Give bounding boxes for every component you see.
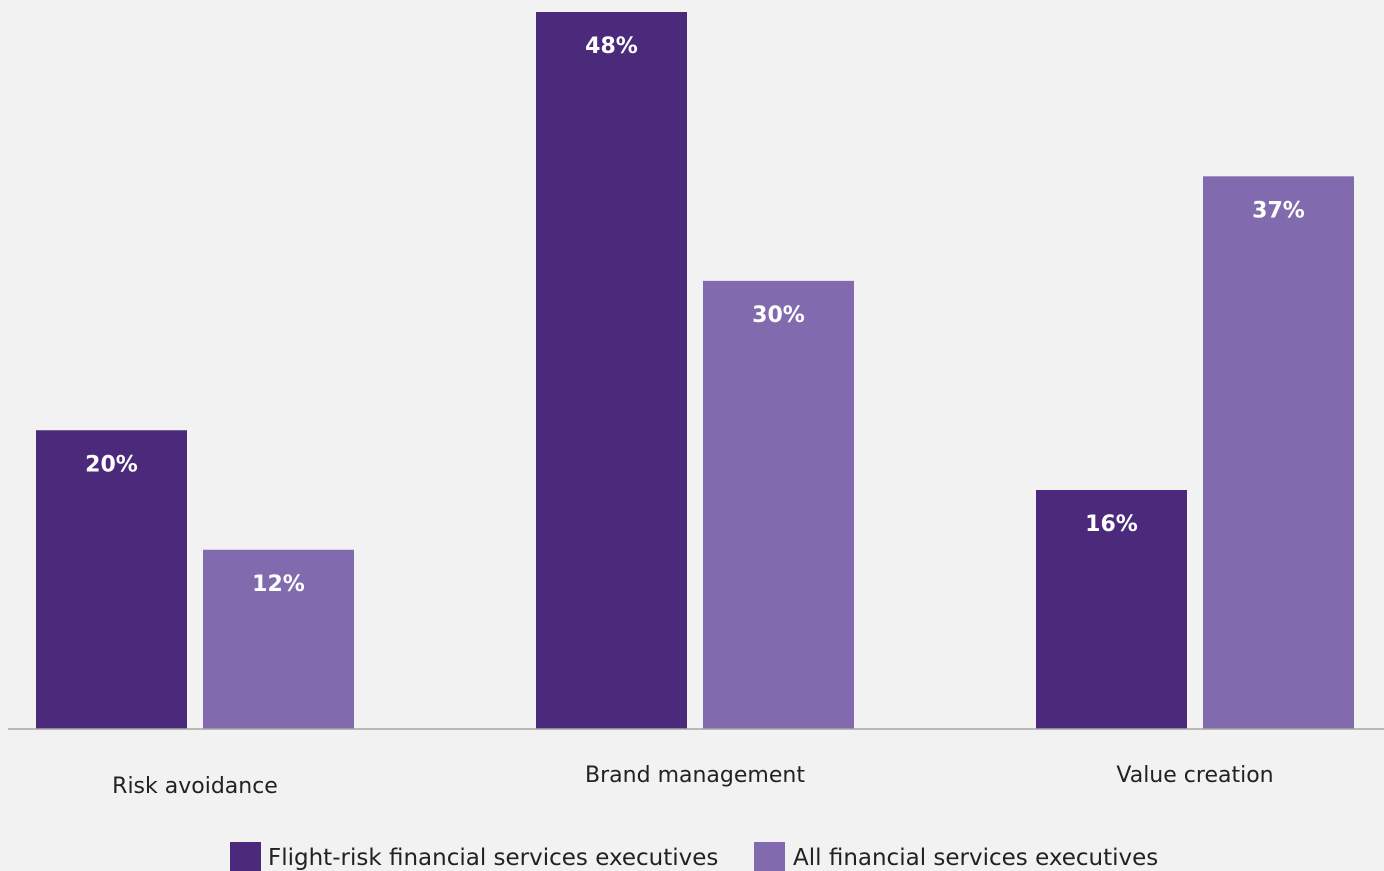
bar-risk-avoidance-series-2 — [203, 549, 354, 729]
legend-swatch-series-2 — [754, 842, 785, 871]
category-label-brand-management: Brand management — [585, 763, 805, 788]
bars-group — [36, 12, 1354, 729]
category-label-value-creation: Value creation — [1116, 763, 1273, 788]
value-label-value-creation-series-2: 37% — [1252, 198, 1305, 223]
value-label-risk-avoidance-series-2: 12% — [252, 572, 305, 597]
bar-brand-management-series-2 — [703, 280, 854, 729]
value-label-brand-management-series-1: 48% — [585, 34, 638, 59]
legend: Flight-risk financial services executive… — [230, 842, 1158, 871]
bar-brand-management-series-1 — [536, 12, 687, 729]
legend-swatch-series-1 — [230, 842, 261, 871]
category-labels-group: Risk avoidance Brand management Value crea… — [112, 763, 1273, 799]
value-label-risk-avoidance-series-1: 20% — [85, 452, 138, 477]
bar-value-creation-series-1 — [1036, 490, 1187, 729]
value-label-value-creation-series-1: 16% — [1085, 512, 1138, 537]
legend-label-series-2: All financial services executives — [793, 845, 1158, 871]
value-label-brand-management-series-2: 30% — [752, 303, 805, 328]
bar-value-creation-series-2 — [1203, 176, 1354, 729]
legend-label-series-1: Flight-risk financial services executive… — [268, 845, 718, 871]
bar-risk-avoidance-series-1 — [36, 430, 187, 729]
value-labels-group: 20% 12% 48% 30% 16% 37% — [85, 34, 1305, 597]
category-label-risk-avoidance: Risk avoidance — [112, 774, 278, 799]
